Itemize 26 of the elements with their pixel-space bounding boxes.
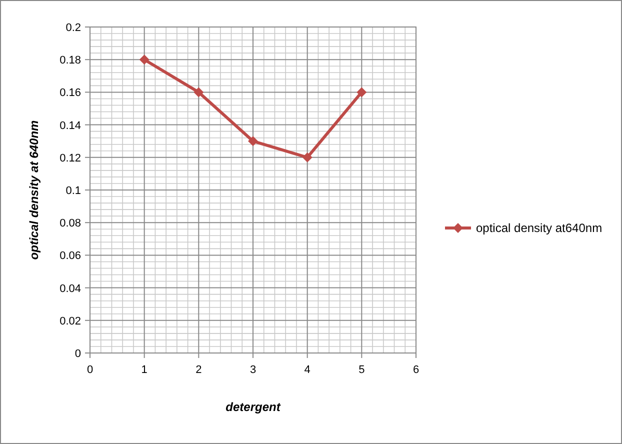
point [139,54,150,65]
y-tick-label: 0.08 [60,218,81,230]
y-tick-label: 0.16 [60,87,81,100]
point [356,87,367,98]
x-tick-label: 2 [196,364,202,376]
y-tick-label: 0.12 [60,152,81,164]
x-tick-label: 4 [304,364,310,376]
y-tick-label: 0.14 [60,120,81,132]
x-tick-label: 1 [141,364,148,376]
y-tick-label: 0.1 [66,185,81,197]
y-tick-label: 0.18 [60,54,81,67]
point [248,136,258,146]
x-tick-label: 0 [86,364,94,376]
y-axis-title: optical density at 640nm [27,120,41,260]
y-tick-label: 0.2 [66,22,81,34]
point [302,152,312,162]
legend-label: optical density at640nm [476,221,602,235]
x-tick-label: 5 [358,364,365,376]
x-tick-label: 3 [250,364,256,376]
y-tick-label: 0.06 [60,250,81,262]
y-tick-label: 0.04 [60,282,81,295]
y-tick-label: 0.02 [60,315,81,328]
y-tick-label: 0 [74,348,81,360]
x-axis-title: detergent [226,400,282,414]
x-tick-label: 6 [412,364,420,376]
point [194,87,204,98]
